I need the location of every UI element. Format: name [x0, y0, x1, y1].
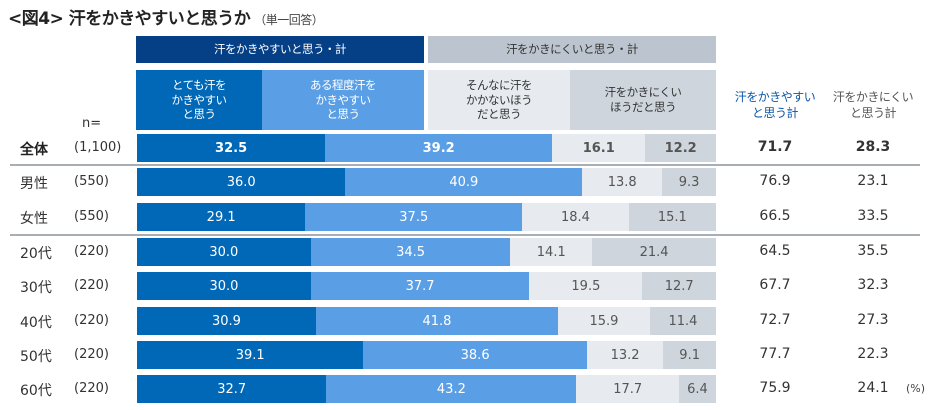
seg-hard: 11.4 — [649, 307, 716, 335]
total-easy-value: 71.7 — [757, 139, 793, 155]
seg-hard: 6.4 — [678, 375, 716, 403]
row-n: (220) — [74, 278, 109, 293]
seg-somewhat-easy: 38.6 — [363, 341, 587, 369]
seg-hard: 12.2 — [645, 134, 716, 162]
row-label: 20代 — [20, 246, 52, 262]
header-group-easy: 汗をかきやすいと思う・計 — [136, 36, 424, 63]
row-label: 男性 — [20, 176, 48, 192]
seg-very-easy: 39.1 — [137, 341, 364, 369]
row-label: 60代 — [20, 383, 52, 399]
legend-very-easy-label: とても汗を かきやすい と思う — [171, 77, 228, 122]
row-n: (550) — [74, 209, 109, 224]
seg-hard: 15.1 — [628, 203, 716, 231]
legend-somewhat-easy: ある程度汗を かきやすい と思う — [262, 70, 424, 130]
total-easy-value: 77.7 — [759, 346, 791, 362]
header-group-hard: 汗をかきにくいと思う・計 — [428, 36, 716, 63]
total-hard-value: 33.5 — [857, 208, 889, 224]
seg-hard: 9.1 — [663, 341, 716, 369]
seg-very-easy: 30.0 — [137, 238, 311, 266]
unit-label: (%) — [906, 382, 926, 395]
seg-not-much: 17.7 — [576, 375, 679, 403]
seg-very-easy: 30.9 — [137, 307, 316, 335]
row-n: (550) — [74, 174, 109, 189]
seg-somewhat-easy: 40.9 — [345, 168, 583, 196]
total-hard-value: 24.1 — [857, 380, 889, 396]
seg-not-much: 16.1 — [552, 134, 646, 162]
total-hard-value: 27.3 — [857, 312, 889, 328]
total-easy-value: 75.9 — [759, 380, 791, 396]
total-easy-value: 72.7 — [759, 312, 791, 328]
seg-somewhat-easy: 39.2 — [325, 134, 553, 162]
total-hard-value: 35.5 — [857, 243, 889, 259]
divider-after-gender — [10, 234, 920, 236]
total-easy-value: 66.5 — [759, 208, 791, 224]
seg-not-much: 13.8 — [582, 168, 663, 196]
legend-very-easy: とても汗を かきやすい と思う — [136, 70, 262, 130]
row-label: 全体 — [20, 142, 48, 158]
divider-after-total — [10, 164, 920, 166]
legend-hard-label: 汗をかきにくい ほうだと思う — [604, 85, 682, 114]
total-easy-value: 76.9 — [759, 173, 791, 189]
seg-somewhat-easy: 37.7 — [310, 272, 530, 300]
header-total-easy: 汗をかきやすい と思う計 — [725, 86, 825, 126]
row-label: 30代 — [20, 280, 52, 296]
seg-somewhat-easy: 43.2 — [326, 375, 577, 403]
seg-somewhat-easy: 41.8 — [315, 307, 558, 335]
seg-not-much: 14.1 — [510, 238, 593, 266]
row-n: (220) — [74, 381, 109, 396]
row-label: 40代 — [20, 315, 52, 331]
seg-somewhat-easy: 34.5 — [310, 238, 511, 266]
row-n: (220) — [74, 244, 109, 259]
legend-hard: 汗をかきにくい ほうだと思う — [570, 70, 716, 130]
seg-hard: 21.4 — [592, 238, 716, 266]
seg-hard: 12.7 — [642, 272, 716, 300]
n-label: n= — [82, 116, 102, 131]
chart-title: <図4> 汗をかきやすいと思うか （単一回答） — [8, 4, 324, 29]
legend-somewhat-easy-label: ある程度汗を かきやすい と思う — [310, 77, 377, 122]
total-easy-value: 67.7 — [759, 277, 791, 293]
row-label: 女性 — [20, 211, 48, 227]
row-n: (220) — [74, 347, 109, 362]
seg-very-easy: 30.0 — [137, 272, 311, 300]
total-hard-value: 23.1 — [857, 173, 889, 189]
seg-very-easy: 32.7 — [137, 375, 327, 403]
seg-not-much: 15.9 — [557, 307, 650, 335]
total-hard-value: 28.3 — [855, 139, 891, 155]
row-n: (1,100) — [74, 140, 122, 155]
seg-not-much: 18.4 — [522, 203, 629, 231]
chart-title-note: （単一回答） — [254, 13, 324, 27]
legend-not-much-label: そんなに汗を かかないほう だと思う — [466, 77, 533, 122]
seg-not-much: 13.2 — [586, 341, 664, 369]
seg-very-easy: 29.1 — [137, 203, 306, 231]
total-easy-value: 64.5 — [759, 243, 791, 259]
seg-not-much: 19.5 — [529, 272, 643, 300]
chart-title-main: <図4> 汗をかきやすいと思うか — [8, 9, 251, 29]
seg-hard: 9.3 — [662, 168, 716, 196]
total-hard-value: 32.3 — [857, 277, 889, 293]
legend-not-much: そんなに汗を かかないほう だと思う — [428, 70, 570, 130]
row-n: (220) — [74, 313, 109, 328]
seg-very-easy: 32.5 — [137, 134, 326, 162]
header-total-hard: 汗をかきにくい と思う計 — [823, 86, 923, 126]
header-total-hard-label: 汗をかきにくい と思う計 — [832, 90, 914, 120]
seg-very-easy: 36.0 — [137, 168, 346, 196]
header-total-easy-label: 汗をかきやすい と思う計 — [734, 90, 816, 120]
row-label: 50代 — [20, 349, 52, 365]
seg-somewhat-easy: 37.5 — [305, 203, 523, 231]
total-hard-value: 22.3 — [857, 346, 889, 362]
